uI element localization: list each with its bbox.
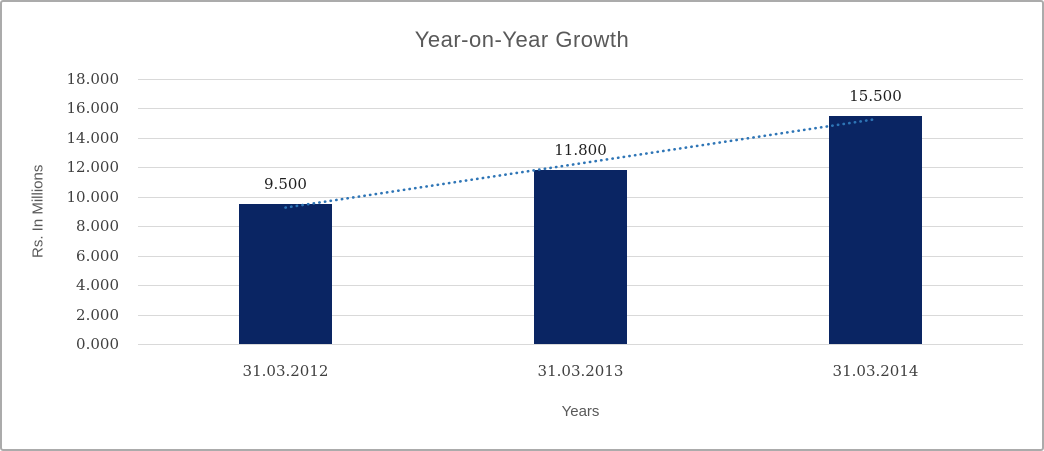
x-tick-label: 31.03.2012 [242,362,329,380]
y-tick-label: 10.000 [66,187,120,206]
gridline [138,79,1023,80]
data-label: 11.800 [554,141,607,160]
y-tick-label: 14.000 [66,128,120,147]
y-tick-label: 12.000 [66,158,120,177]
gridline [138,137,1023,139]
bar [534,170,627,344]
y-tick-label: 0.000 [76,335,119,353]
y-tick-label: 2.000 [76,305,119,324]
trendline [284,117,877,209]
y-tick-label: 16.000 [66,99,120,118]
x-axis-title: Years [561,403,600,420]
gridline [138,167,1023,169]
data-label: 9.500 [264,175,307,194]
trendline-path [284,117,877,209]
y-tick-label: 6.000 [76,246,119,265]
bar [239,204,332,344]
y-tick-label: 8.000 [76,217,119,236]
bar [829,115,922,344]
x-tick-label: 31.03.2014 [832,362,919,380]
plot-area [138,79,1023,345]
gridline [138,344,1023,345]
y-tick-label: 18.000 [66,70,120,88]
chart-title: Year-on-Year Growth [414,27,630,52]
y-axis-title: Rs. In Millions [29,164,47,259]
gridline [138,108,1023,110]
data-label: 15.500 [849,86,902,105]
y-tick-label: 4.000 [76,276,119,295]
x-tick-label: 31.03.2013 [537,362,624,380]
